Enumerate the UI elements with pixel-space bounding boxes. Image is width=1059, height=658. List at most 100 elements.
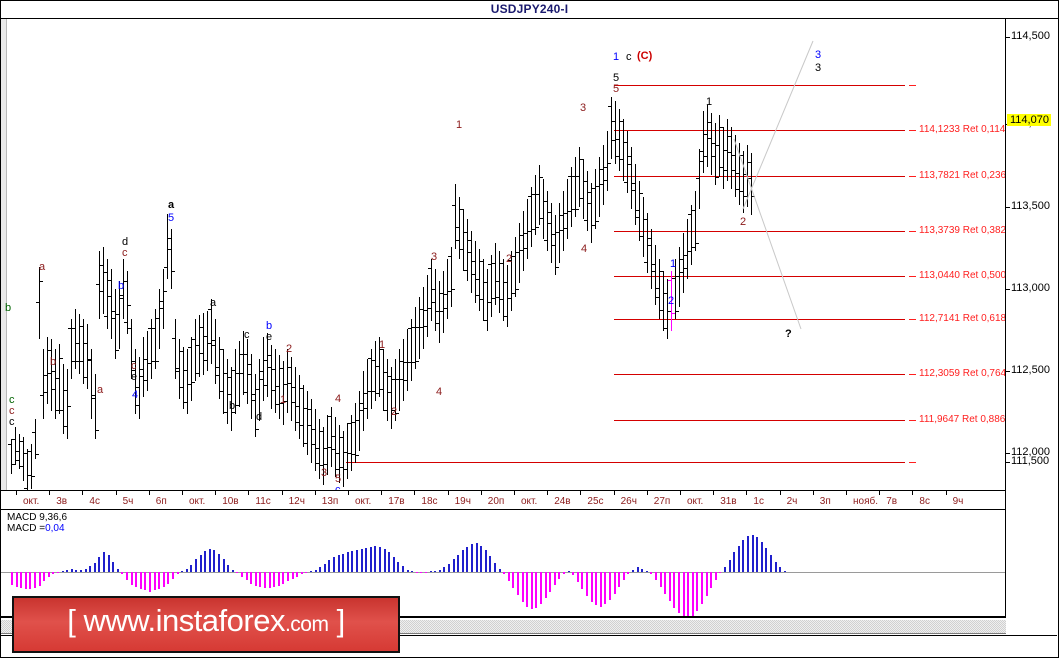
macd-histogram-bar (223, 559, 225, 572)
ohlc-bar (487, 269, 488, 331)
bar-close-tick (272, 390, 275, 391)
macd-histogram-bar (200, 555, 202, 572)
ohlc-bar (383, 349, 384, 411)
macd-histogram-bar (62, 571, 64, 572)
macd-histogram-bar (738, 546, 740, 572)
ohlc-bar (59, 344, 60, 414)
bar-open-tick (208, 309, 211, 310)
bar-close-tick (384, 372, 387, 373)
macd-histogram-bar (416, 572, 418, 573)
ohlc-bar (259, 359, 260, 421)
trendline-down (733, 138, 802, 330)
macd-histogram-bar (526, 572, 528, 607)
ohlc-bar (235, 349, 236, 414)
bar-close-tick (220, 349, 223, 350)
macd-histogram-bar (218, 554, 220, 572)
bar-open-tick (356, 420, 359, 421)
macd-histogram-bar (692, 572, 694, 616)
fib-level-label: 114,1233 Ret 0,114 (919, 124, 1006, 135)
bar-close-tick (240, 354, 243, 355)
bar-open-tick (60, 410, 63, 411)
bar-close-tick (324, 448, 327, 449)
fib-label-dash (909, 130, 916, 131)
macd-histogram-bar (729, 560, 731, 572)
bar-open-tick (180, 387, 183, 388)
macd-histogram-bar (282, 572, 284, 584)
bar-close-tick (648, 245, 651, 246)
wave-label: a (210, 297, 217, 309)
macd-histogram-bar (43, 572, 45, 581)
bar-close-tick (380, 349, 383, 350)
macd-histogram-bar (85, 569, 87, 572)
ohlc-bar (695, 191, 696, 251)
price-tick: 112,000 (1006, 446, 1050, 458)
fib-level-label: 113,3739 Ret 0,382 (919, 225, 1006, 236)
bar-close-tick (724, 150, 727, 151)
macd-histogram-bar (66, 570, 68, 572)
bar-open-tick (684, 268, 687, 269)
bar-open-tick (728, 136, 731, 137)
ohlc-bar (739, 143, 740, 205)
bar-open-tick (448, 256, 451, 257)
price-axis[interactable]: 114,500114,000113,500113,000112,500112,0… (1006, 19, 1058, 490)
bar-open-tick (372, 360, 375, 361)
bar-close-tick (236, 405, 239, 406)
ohlc-bar (431, 259, 432, 321)
bar-close-tick (72, 361, 75, 362)
ohlc-bar (659, 259, 660, 319)
macd-histogram-bar (135, 572, 137, 587)
wave-label: a (97, 384, 104, 396)
bar-open-tick (232, 370, 235, 371)
bar-open-tick (76, 343, 79, 344)
time-tick-label: 26ч (620, 496, 637, 507)
bar-open-tick (300, 425, 303, 426)
bar-open-tick (308, 409, 311, 410)
bar-close-tick (428, 308, 431, 309)
time-tick-label: 9ч (952, 496, 964, 507)
bar-close-tick (424, 310, 427, 311)
bar-open-tick (596, 186, 599, 187)
ohlc-bar (463, 209, 464, 271)
bar-close-tick (100, 265, 103, 266)
ohlc-bar (275, 349, 276, 413)
bar-open-tick (440, 311, 443, 312)
bar-open-tick (720, 167, 723, 168)
bar-open-tick (548, 212, 551, 213)
wave-label: 2 (668, 295, 675, 307)
bar-open-tick (248, 364, 251, 365)
ohlc-bar (515, 237, 516, 297)
bar-close-tick (536, 227, 539, 228)
wave-label: 5 (613, 72, 620, 84)
bar-open-tick (8, 444, 11, 445)
wave-label: e (131, 371, 138, 383)
macd-histogram-bar (397, 562, 399, 572)
bar-close-tick (688, 251, 691, 252)
macd-pane[interactable]: MACD 9,36,6 MACD =0,04 (1, 510, 1006, 618)
bar-open-tick (600, 184, 603, 185)
macd-histogram-bar (678, 572, 680, 613)
macd-histogram-bar (485, 550, 487, 572)
price-chart-pane[interactable]: 114,1233 Ret 0,114 113,7821 Ret 0,236 113,… (1, 19, 1006, 490)
bar-open-tick (452, 205, 455, 206)
macd-histogram-bar (16, 572, 18, 587)
macd-histogram-bar (29, 572, 31, 589)
time-tick-label: 19ч (454, 496, 471, 507)
bar-open-tick (348, 423, 351, 424)
macd-histogram-bar (614, 572, 616, 594)
bar-close-tick (264, 360, 267, 361)
bar-close-tick (12, 464, 15, 465)
ohlc-bar (751, 153, 752, 215)
bar-open-tick (668, 280, 671, 281)
time-tick-mark (115, 491, 117, 495)
macd-histogram-bar (627, 572, 629, 574)
ohlc-bar (735, 135, 736, 197)
bar-close-tick (376, 393, 379, 394)
fib-level-label: 113,0440 Ret 0,500 (919, 270, 1006, 281)
ohlc-bar (203, 313, 204, 375)
time-axis[interactable]: окт. 3в 4с 5ч 6п окт. 10в 11с 12ч 13п окт. 17в 18с 19… (1, 490, 1006, 510)
bar-open-tick (148, 328, 151, 329)
ohlc-bar (635, 164, 636, 225)
macd-histogram-bar (384, 549, 386, 572)
time-tick-mark (613, 491, 615, 495)
time-tick-mark (414, 491, 416, 495)
